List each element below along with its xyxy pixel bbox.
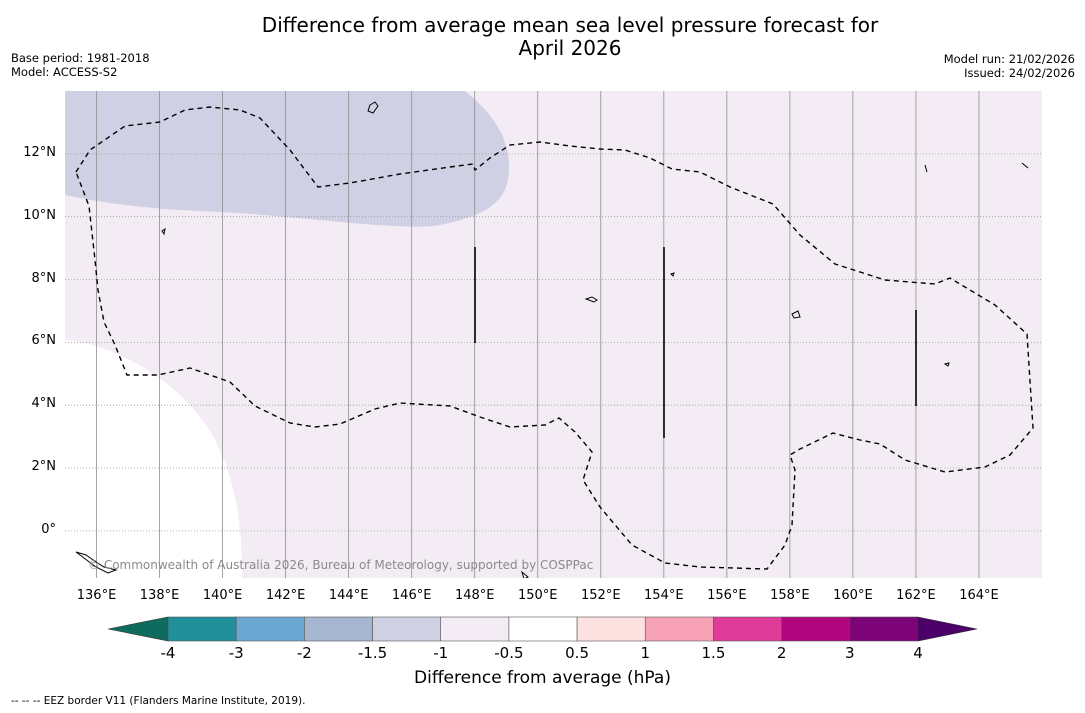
copyright-notice: © Commonwealth of Australia 2026, Bureau… — [88, 558, 594, 572]
model-run: Model run: 21/02/2026 — [943, 52, 1075, 66]
longitude-label: 146°E — [391, 588, 432, 603]
latitude-label: 12°N — [23, 144, 56, 160]
longitude-label: 162°E — [896, 588, 936, 603]
longitude-label: 138°E — [139, 588, 180, 603]
colorbar-tick-label: 0.5 — [565, 644, 589, 662]
longitude-label: 158°E — [770, 588, 810, 603]
colorbar-tick-label: -1.5 — [357, 644, 388, 662]
meta-right: Model run: 21/02/2026 Issued: 24/02/2026 — [944, 52, 1075, 80]
longitude-label: 142°E — [265, 588, 306, 603]
region-near-average — [65, 340, 242, 578]
colorbar-tick-label: -4 — [160, 644, 176, 662]
latitude-label: 6°N — [31, 333, 57, 349]
islands — [75, 101, 1029, 578]
colorbar-tick-label: 1 — [640, 644, 651, 662]
longitude-label: 150°E — [517, 588, 558, 603]
colorbar-title: Difference from average (hPa) — [414, 668, 671, 688]
longitude-label: 144°E — [328, 588, 369, 603]
colorbar-tick-label: 3 — [845, 644, 855, 662]
title-line-1: Difference from average mean sea level p… — [261, 13, 879, 37]
latitude-label: 2°N — [31, 459, 57, 475]
colorbar-tick-label: -3 — [228, 644, 244, 662]
chart-title: Difference from average mean sea level p… — [200, 14, 940, 60]
longitude-label: 164°E — [959, 588, 999, 603]
issued-date: Issued: 24/02/2026 — [964, 66, 1075, 80]
colorbar-tick-label: 2 — [776, 644, 787, 662]
latitude-label: 0° — [41, 521, 56, 537]
longitude-label: 148°E — [454, 588, 495, 603]
title-line-2: April 2026 — [518, 36, 622, 60]
map-area — [65, 91, 1042, 578]
longitude-label: 136°E — [76, 588, 117, 603]
colorbar-tick-label: -1 — [433, 644, 449, 662]
longitude-label: 154°E — [644, 588, 684, 603]
region-low-pressure — [65, 91, 510, 227]
footnote: -- -- -- EEZ border V11 (Flanders Marine… — [11, 695, 306, 707]
colorbar-tick-label: -2 — [296, 644, 312, 662]
model-name: Model: ACCESS-S2 — [11, 65, 118, 79]
colorbar-tick-label: 4 — [913, 644, 923, 662]
longitude-label: 160°E — [833, 588, 873, 603]
meta-left: Base period: 1981-2018 Model: ACCESS-S2 — [11, 51, 150, 79]
longitude-label: 140°E — [202, 588, 243, 603]
colorbar-tick-label: -0.5 — [494, 644, 524, 662]
survey-lines — [474, 247, 917, 438]
latitude-label: 10°N — [23, 207, 56, 223]
gridlines — [65, 91, 1042, 578]
latitude-label: 8°N — [31, 270, 57, 286]
longitude-label: 156°E — [707, 588, 747, 603]
longitude-label: 152°E — [581, 588, 621, 603]
base-period: Base period: 1981-2018 — [11, 51, 150, 65]
colorbar-tick-label: 1.5 — [701, 644, 726, 662]
latitude-label: 4°N — [31, 396, 57, 412]
